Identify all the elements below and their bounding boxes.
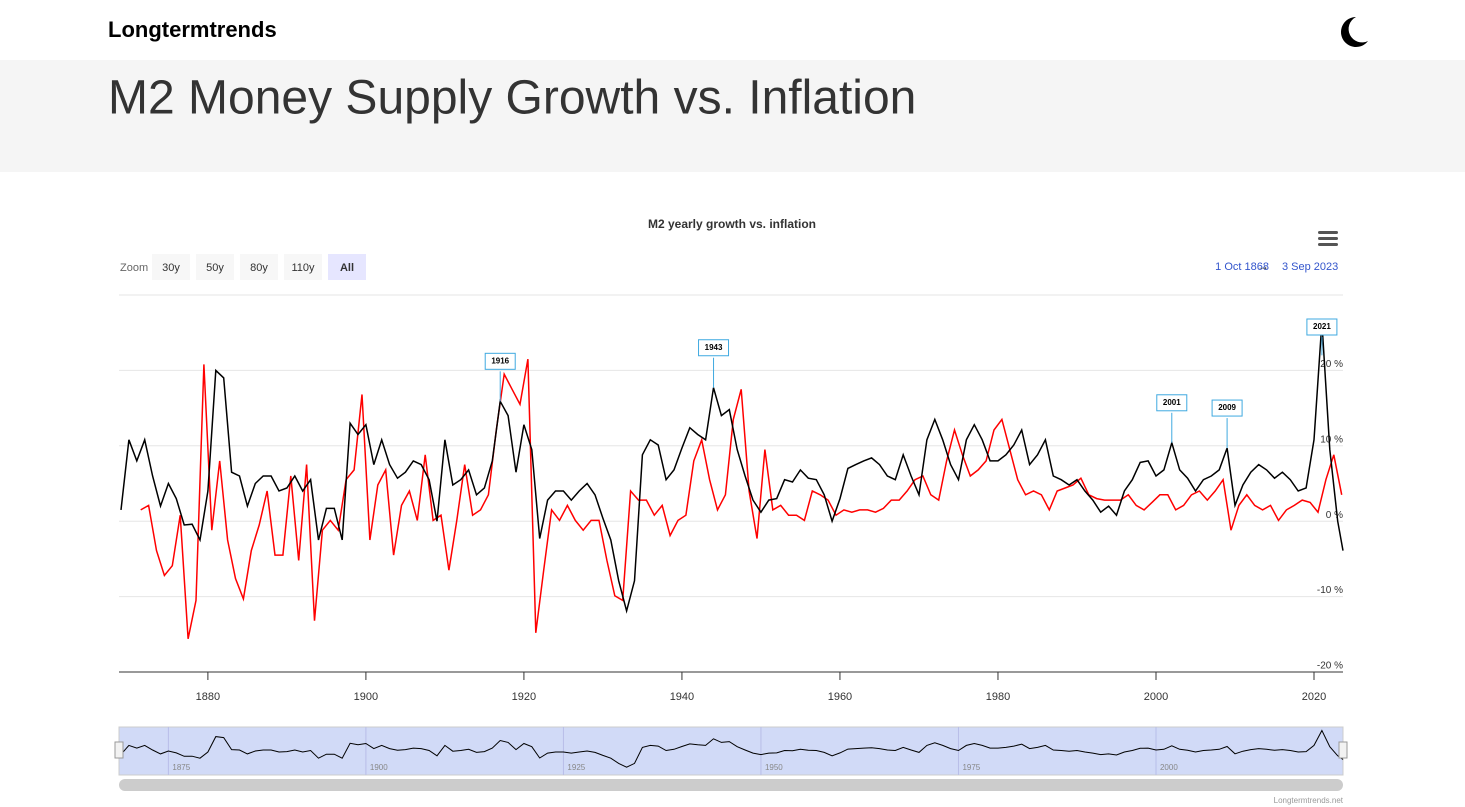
- zoom-button-bg: [328, 254, 366, 280]
- x-tick-label: 2020: [1302, 691, 1326, 703]
- range-from[interactable]: 1 Oct 1868: [1215, 261, 1269, 273]
- y-tick-label: -10 %: [1317, 585, 1343, 596]
- zoom-button-bg: [152, 254, 190, 280]
- range-arrow: →: [1257, 259, 1269, 273]
- y-tick-label: 20 %: [1320, 359, 1343, 370]
- flag: [1306, 318, 1338, 336]
- navigator-line: [120, 729, 1344, 768]
- chart-title: M2 yearly growth vs. inflation: [648, 217, 816, 231]
- navigator-tick-label: 1900: [370, 763, 388, 772]
- flag-label: 2021: [1313, 322, 1331, 331]
- flag: [698, 339, 730, 357]
- navigator-tick-label: 1975: [962, 763, 980, 772]
- x-tick-label: 1960: [828, 691, 852, 703]
- zoom-button-label: 80y: [250, 262, 268, 274]
- y-tick-label: 0 %: [1326, 510, 1343, 521]
- brand[interactable]: Longtermtrends: [108, 17, 277, 42]
- credits[interactable]: Longtermtrends.net: [1274, 796, 1344, 805]
- zoom-button[interactable]: 80y: [240, 254, 278, 280]
- x-tick-label: 1940: [670, 691, 694, 703]
- navigator-mask[interactable]: [118, 726, 1344, 776]
- x-tick-label: 1980: [986, 691, 1010, 703]
- zoom-button[interactable]: 30y: [152, 254, 190, 280]
- dark-mode-toggle[interactable]: [1341, 17, 1368, 48]
- zoom-button[interactable]: 50y: [196, 254, 234, 280]
- flag-label: 1916: [491, 356, 509, 365]
- zoom-button-label: 50y: [206, 262, 224, 274]
- navigator-tick-label: 1950: [765, 763, 783, 772]
- navigator-tick-label: 1925: [567, 763, 585, 772]
- y-tick-label: 10 %: [1320, 434, 1343, 445]
- flag: [484, 352, 516, 370]
- zoom-button[interactable]: 110y: [284, 254, 322, 280]
- navigator-handle[interactable]: [114, 741, 124, 759]
- zoom-button-label: 30y: [162, 262, 180, 274]
- menu-bar: [1318, 243, 1338, 246]
- x-tick-label: 2000: [1144, 691, 1168, 703]
- page-title: M2 Money Supply Growth vs. Inflation: [108, 72, 916, 125]
- flag: [1156, 394, 1188, 412]
- menu-bar: [1318, 231, 1338, 234]
- flag-label: 2009: [1218, 403, 1236, 412]
- zoom-button-bg: [196, 254, 234, 280]
- x-tick-label: 1880: [196, 691, 220, 703]
- navigator-tick-label: 2000: [1160, 763, 1178, 772]
- navigator-handle[interactable]: [1338, 741, 1348, 759]
- zoom-button[interactable]: All: [328, 254, 366, 280]
- navigator-tick-label: 1875: [172, 763, 190, 772]
- flag-label: 2001: [1163, 398, 1181, 407]
- zoom-label: Zoom: [120, 262, 148, 274]
- title-band: [0, 60, 1465, 172]
- x-tick-label: 1900: [354, 691, 378, 703]
- flag: [1211, 399, 1243, 417]
- zoom-button-label: 110y: [291, 262, 315, 274]
- y-tick-label: -20 %: [1317, 661, 1343, 672]
- series-line: [120, 322, 1344, 614]
- menu-bar: [1318, 237, 1338, 240]
- x-tick-label: 1920: [512, 691, 536, 703]
- scrollbar[interactable]: [119, 779, 1343, 791]
- zoom-button-bg: [240, 254, 278, 280]
- zoom-button-bg: [284, 254, 322, 280]
- series-line: [140, 358, 1343, 639]
- zoom-button-label: All: [340, 262, 354, 274]
- flag-label: 1943: [705, 343, 723, 352]
- range-to[interactable]: 3 Sep 2023: [1282, 261, 1338, 273]
- menu-button[interactable]: [1318, 231, 1338, 246]
